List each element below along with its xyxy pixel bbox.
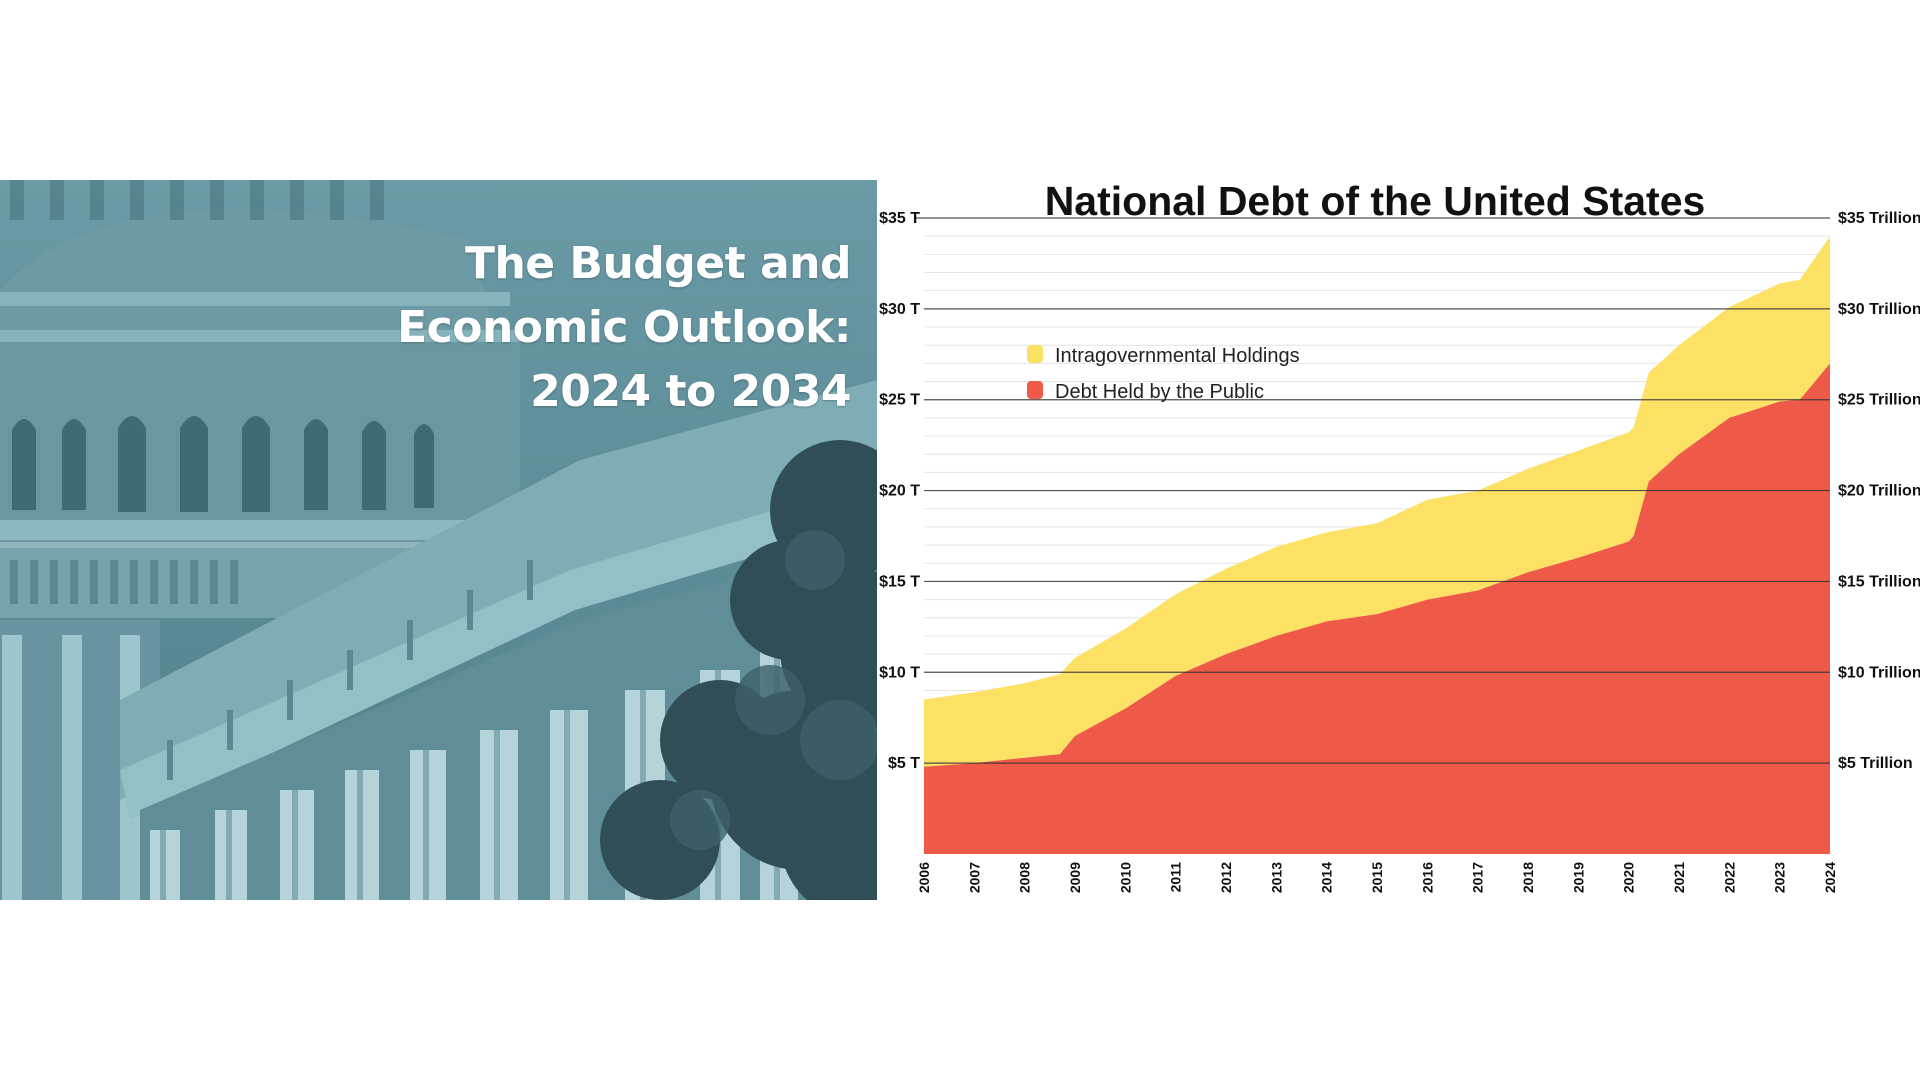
x-tick-label: 2018 xyxy=(1520,862,1536,893)
x-tick-label: 2017 xyxy=(1470,862,1486,893)
area-intragovernmental-holdings xyxy=(924,236,1830,767)
y-tick-label-right: $5 Trillion xyxy=(1838,755,1913,772)
y-tick-label-left: $15 T xyxy=(879,573,920,590)
x-tick-label: 2012 xyxy=(1218,862,1234,893)
x-tick-label: 2006 xyxy=(916,862,932,893)
x-tick-label: 2020 xyxy=(1621,862,1637,893)
area-series-group xyxy=(924,236,1830,854)
cover-title: The Budget and Economic Outlook: 2024 to… xyxy=(231,232,851,424)
y-tick-label-right: $10 Trillion xyxy=(1838,664,1920,681)
y-axis-right: $5 Trillion $10 Trillion $15 Trillion $20 T… xyxy=(1838,210,1920,772)
cover-title-line-2: Economic Outlook: xyxy=(397,302,851,353)
x-tick-label: 2023 xyxy=(1772,862,1788,893)
x-tick-label: 2019 xyxy=(1570,862,1586,893)
y-tick-label-left: $10 T xyxy=(879,664,920,681)
x-tick-label: 2016 xyxy=(1419,862,1435,893)
x-tick-label: 2010 xyxy=(1117,862,1133,893)
x-tick-label: 2021 xyxy=(1671,862,1687,893)
national-debt-chart-panel: $5 T $10 T $15 T $20 T $25 T $30 T $35 T $5 Tr… xyxy=(877,180,1920,900)
y-tick-label-right: $35 Trillion xyxy=(1838,210,1920,227)
x-tick-label: 2011 xyxy=(1168,862,1184,893)
chart-title: National Debt of the United States xyxy=(1045,180,1706,224)
y-tick-label-left: $20 T xyxy=(879,483,920,500)
y-tick-label-left: $5 T xyxy=(888,755,920,772)
x-tick-label: 2007 xyxy=(966,862,982,893)
x-tick-label: 2015 xyxy=(1369,862,1385,893)
y-axis-left: $5 T $10 T $15 T $20 T $25 T $30 T $35 T xyxy=(879,210,920,772)
x-tick-label: 2014 xyxy=(1319,862,1335,893)
y-tick-label-left: $25 T xyxy=(879,392,920,409)
national-debt-chart: $5 T $10 T $15 T $20 T $25 T $30 T $35 T $5 Tr… xyxy=(879,180,1920,893)
x-tick-label: 2024 xyxy=(1822,862,1838,893)
x-axis: 2006 2007 2008 2009 2010 2011 2012 2013 2014 2015… xyxy=(916,862,1838,893)
capitol-building-illustration xyxy=(0,180,877,900)
chart-legend: Intragovernmental Holdings Debt Held by … xyxy=(1027,345,1300,403)
y-tick-label-right: $15 Trillion xyxy=(1838,573,1920,590)
x-tick-label: 2008 xyxy=(1017,862,1033,893)
x-tick-label: 2022 xyxy=(1721,862,1737,893)
cover-title-line-1: The Budget and xyxy=(464,238,852,289)
legend-label-public: Debt Held by the Public xyxy=(1055,381,1264,403)
major-gridlines xyxy=(914,217,1830,764)
report-cover-image: The Budget and Economic Outlook: 2024 to… xyxy=(0,180,877,900)
legend-swatch-public xyxy=(1027,381,1043,399)
cover-title-line-3: 2024 to 2034 xyxy=(530,366,851,417)
x-tick-label: 2013 xyxy=(1268,862,1284,893)
y-tick-label-left: $30 T xyxy=(879,301,920,318)
x-tick-label: 2009 xyxy=(1067,862,1083,893)
legend-label-intragovernmental: Intragovernmental Holdings xyxy=(1055,345,1300,367)
area-debt-held-by-public xyxy=(924,363,1830,854)
y-tick-label-right: $30 Trillion xyxy=(1838,301,1920,318)
y-tick-label-right: $20 Trillion xyxy=(1838,483,1920,500)
y-tick-label-left: $35 T xyxy=(879,210,920,227)
y-tick-label-right: $25 Trillion xyxy=(1838,392,1920,409)
legend-swatch-intragovernmental xyxy=(1027,345,1043,363)
